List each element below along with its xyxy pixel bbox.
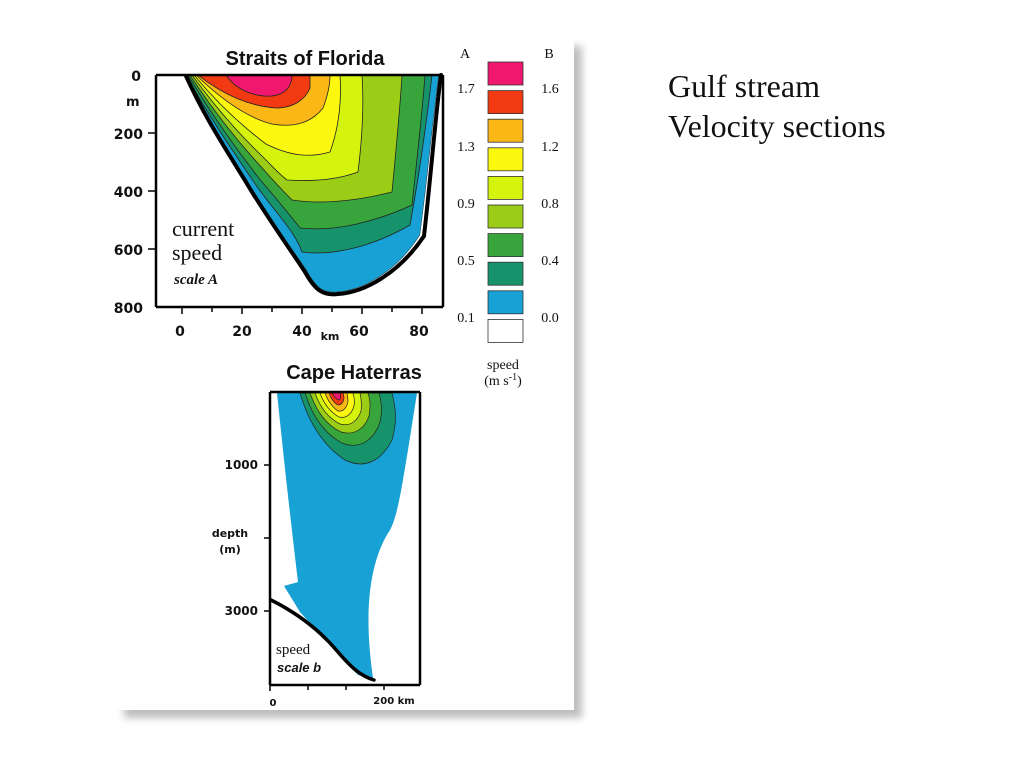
hatteras-depth-label: depth xyxy=(212,527,248,540)
legend-header-b: B xyxy=(544,47,553,62)
florida-note-scale: scale A xyxy=(173,272,218,288)
legend-a-0-9: 0.9 xyxy=(457,197,475,212)
legend-swatch xyxy=(487,147,524,172)
legend-a-0-1: 0.1 xyxy=(457,311,475,326)
legend-b-1-2: 1.2 xyxy=(541,140,559,155)
florida-distance-tick-0: 0 xyxy=(175,324,185,340)
legend-caption-unit-base: (m s xyxy=(484,374,509,389)
florida-note-speed: speed xyxy=(172,240,222,265)
florida-distance-tick-80: 80 xyxy=(409,324,429,340)
legend-swatch xyxy=(487,175,524,200)
florida-depth-unit: m xyxy=(126,95,140,110)
legend-a-1-3: 1.3 xyxy=(457,140,475,155)
florida-depth-tick-600: 600 xyxy=(114,243,143,259)
slide-title: Gulf stream Velocity sections xyxy=(668,66,886,146)
legend-swatch xyxy=(487,290,524,315)
florida-distance-unit: km xyxy=(321,330,340,343)
florida-distance-tick-20: 20 xyxy=(232,324,252,340)
hatteras-note-scale: scale b xyxy=(277,660,321,675)
florida-seafloor-line xyxy=(184,73,443,297)
legend-a-0-5: 0.5 xyxy=(457,254,475,269)
legend-b-0-0: 0.0 xyxy=(541,311,559,326)
speed-legend: A B 1.7 1.3 0.9 0.5 0.1 1.6 1.2 0.8 0.4 … xyxy=(457,47,559,389)
florida-distance-tick-60: 60 xyxy=(349,324,369,340)
legend-swatch xyxy=(487,261,524,286)
florida-depth-tick-0: 0 xyxy=(131,69,141,85)
florida-title: Straits of Florida xyxy=(226,48,386,70)
florida-distance-tick-40: 40 xyxy=(292,324,312,340)
legend-swatch xyxy=(487,118,524,143)
hatteras-axis-ticks xyxy=(264,464,385,691)
legend-caption-speed: speed xyxy=(487,358,519,373)
slide-title-line-2: Velocity sections xyxy=(668,108,886,144)
legend-caption-unit: (m s-1) xyxy=(484,372,522,389)
florida-depth-tick-200: 200 xyxy=(114,127,143,143)
legend-swatch xyxy=(487,233,524,258)
hatteras-title: Cape Haterras xyxy=(286,362,422,384)
legend-swatch xyxy=(487,204,524,229)
florida-depth-tick-400: 400 xyxy=(114,185,143,201)
hatteras-distance-tick-200: 200 km xyxy=(373,696,414,707)
legend-a-1-7: 1.7 xyxy=(457,82,475,97)
legend-b-0-8: 0.8 xyxy=(541,197,559,212)
hatteras-depth-tick-1000: 1000 xyxy=(225,458,258,472)
legend-b-0-4: 0.4 xyxy=(541,254,559,269)
legend-header-a: A xyxy=(460,47,471,62)
florida-velocity-section xyxy=(184,75,439,293)
florida-note-current: current xyxy=(172,216,234,241)
legend-caption-unit-exp: -1 xyxy=(509,372,517,383)
legend-swatch xyxy=(487,61,524,86)
florida-scale-note: current speed scale A xyxy=(172,216,234,288)
florida-axes xyxy=(154,73,445,309)
hatteras-scale-note: speed scale b xyxy=(276,642,321,675)
legend-swatches xyxy=(487,61,524,343)
hatteras-depth-tick-3000: 3000 xyxy=(225,604,258,618)
hatteras-depth-label-unit: (m) xyxy=(219,543,241,556)
legend-b-1-6: 1.6 xyxy=(541,82,559,97)
hatteras-note-speed: speed xyxy=(276,642,311,658)
legend-caption-unit-close: ) xyxy=(517,374,522,389)
hatteras-distance-tick-0: 0 xyxy=(270,698,277,709)
legend-swatch xyxy=(487,90,524,114)
florida-depth-tick-800: 800 xyxy=(114,301,143,317)
legend-swatch xyxy=(487,318,524,343)
florida-axis-ticks xyxy=(148,132,423,314)
slide-title-line-1: Gulf stream xyxy=(668,68,820,104)
hatteras-seafloor-line xyxy=(269,598,376,682)
